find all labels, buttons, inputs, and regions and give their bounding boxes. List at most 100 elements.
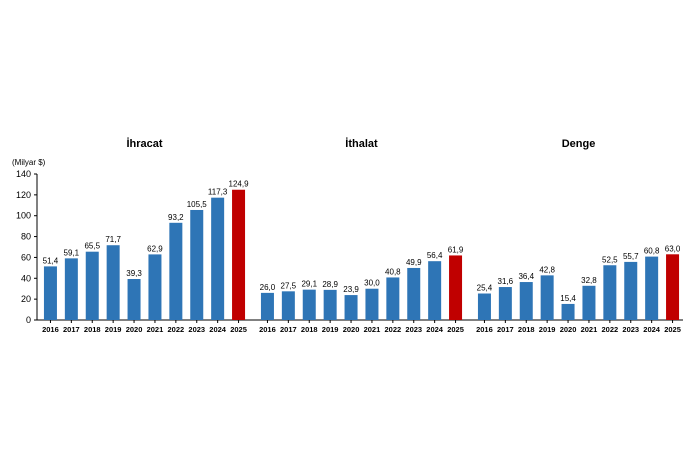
x-tick-label: 2018 xyxy=(84,325,101,334)
data-label: 60,8 xyxy=(644,247,660,256)
x-tick-label: 2022 xyxy=(168,325,185,334)
bar xyxy=(582,285,596,320)
bar xyxy=(624,261,638,320)
x-tick-label: 2017 xyxy=(497,325,514,334)
bar xyxy=(169,222,183,320)
panel-1: İhracat 51,4 2016 59,1 2017 65,5 2018 71,7 2019 3… xyxy=(42,137,249,334)
x-tick-label: 2024 xyxy=(209,325,227,334)
x-tick-label: 2024 xyxy=(426,325,444,334)
data-label: 49,9 xyxy=(406,258,422,267)
panel-title: İthalat xyxy=(345,137,378,150)
data-label: 23,9 xyxy=(343,285,359,294)
data-label: 61,9 xyxy=(448,245,464,254)
data-label: 51,4 xyxy=(43,256,59,265)
x-tick-label: 2016 xyxy=(476,325,493,334)
bar xyxy=(190,209,204,320)
x-tick-label: 2021 xyxy=(581,325,598,334)
data-label: 71,7 xyxy=(105,235,121,244)
x-tick-label: 2025 xyxy=(447,325,464,334)
x-tick-label: 2023 xyxy=(622,325,639,334)
data-label: 62,9 xyxy=(147,244,163,253)
bar xyxy=(603,265,617,320)
x-tick-label: 2021 xyxy=(147,325,164,334)
bar xyxy=(64,258,78,320)
x-tick-label: 2020 xyxy=(343,325,360,334)
data-label: 39,3 xyxy=(126,269,142,278)
data-label: 40,8 xyxy=(385,267,401,276)
data-label: 30,0 xyxy=(364,279,380,288)
x-tick-label: 2025 xyxy=(230,325,247,334)
data-label: 52,5 xyxy=(602,255,618,264)
bar xyxy=(477,293,491,320)
x-tick-label: 2023 xyxy=(188,325,205,334)
bar xyxy=(540,275,554,320)
data-label: 65,5 xyxy=(84,242,100,251)
y-tick-label: 140 xyxy=(16,169,31,179)
x-tick-label: 2022 xyxy=(385,325,402,334)
bar xyxy=(386,277,400,320)
bar xyxy=(645,256,659,320)
y-tick-label: 0 xyxy=(26,315,31,325)
x-tick-label: 2020 xyxy=(126,325,143,334)
x-tick-label: 2020 xyxy=(560,325,577,334)
x-tick-label: 2019 xyxy=(322,325,339,334)
x-tick-label: 2018 xyxy=(301,325,318,334)
data-label: 27,5 xyxy=(281,281,297,290)
y-tick-label: 60 xyxy=(21,252,31,262)
bar xyxy=(260,292,274,320)
y-tick-label: 20 xyxy=(21,294,31,304)
bar xyxy=(498,287,512,320)
bar xyxy=(127,279,141,320)
y-tick-label: 80 xyxy=(21,232,31,242)
y-tick-label: 100 xyxy=(16,211,31,221)
data-label: 15,4 xyxy=(560,294,576,303)
data-label: 59,1 xyxy=(64,248,80,257)
x-tick-label: 2023 xyxy=(405,325,422,334)
bar xyxy=(232,189,246,320)
bar xyxy=(148,254,162,320)
x-tick-label: 2017 xyxy=(63,325,80,334)
bar xyxy=(449,255,463,320)
panel-title: Denge xyxy=(562,138,596,150)
data-label: 55,7 xyxy=(623,252,639,261)
data-label: 26,0 xyxy=(260,283,276,292)
bar xyxy=(302,289,316,320)
y-tick-label: 120 xyxy=(16,190,31,200)
x-tick-label: 2016 xyxy=(259,325,276,334)
x-tick-label: 2019 xyxy=(105,325,122,334)
bar xyxy=(365,288,379,320)
x-tick-label: 2018 xyxy=(518,325,535,334)
x-tick-label: 2024 xyxy=(643,325,661,334)
x-tick-label: 2017 xyxy=(280,325,297,334)
bar xyxy=(666,254,680,320)
data-label: 28,9 xyxy=(322,280,338,289)
bar xyxy=(344,295,358,320)
data-label: 63,0 xyxy=(665,244,681,253)
panel-3: Denge 25,4 2016 31,6 2017 36,4 2018 42,8 2019 15,… xyxy=(476,138,681,334)
data-label: 93,2 xyxy=(168,213,184,222)
bar xyxy=(85,251,99,320)
y-tick-label: 40 xyxy=(21,273,31,283)
data-label: 31,6 xyxy=(498,277,514,286)
x-tick-label: 2022 xyxy=(602,325,619,334)
data-label: 124,9 xyxy=(229,180,250,189)
bar xyxy=(323,289,337,320)
bar xyxy=(519,282,533,320)
data-label: 29,1 xyxy=(301,280,317,289)
x-tick-label: 2016 xyxy=(42,325,59,334)
data-label: 36,4 xyxy=(518,272,534,281)
bar xyxy=(43,266,57,320)
data-label: 32,8 xyxy=(581,276,597,285)
data-label: 105,5 xyxy=(187,200,208,209)
bar xyxy=(561,303,575,320)
x-tick-label: 2025 xyxy=(664,325,681,334)
bar xyxy=(428,261,442,320)
panel-title: İhracat xyxy=(126,137,162,150)
panel-2: İthalat 26,0 2016 27,5 2017 29,1 2018 28,9 2019 2… xyxy=(259,137,464,334)
bar xyxy=(106,245,120,320)
data-label: 117,3 xyxy=(208,188,228,197)
x-tick-label: 2019 xyxy=(539,325,556,334)
bar xyxy=(407,267,421,320)
